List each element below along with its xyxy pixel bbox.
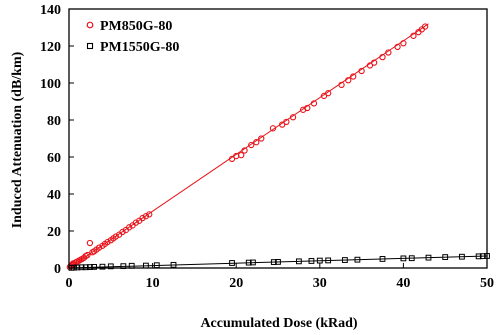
point-s0-13 (84, 251, 91, 259)
point-s0-41 (258, 135, 265, 142)
point-s1-7 (99, 263, 106, 270)
point-s0-50 (325, 90, 332, 97)
point-s0-37 (238, 151, 245, 159)
x-tick-label-5: 50 (480, 276, 494, 291)
y-tick-label-3: 60 (47, 151, 61, 166)
x-tick-label-1: 10 (146, 276, 160, 291)
point-s0-24 (112, 233, 119, 240)
point-s1-29 (442, 254, 449, 260)
point-s0-38 (241, 147, 248, 154)
point-s0-44 (283, 118, 290, 125)
point-s1-26 (400, 255, 407, 262)
axes (68, 8, 488, 269)
point-s0-21 (104, 238, 111, 246)
point-s1-13 (170, 261, 177, 268)
y-tick-label-2: 40 (47, 188, 61, 203)
point-s0-53 (350, 73, 357, 80)
point-s0-35 (228, 155, 236, 162)
point-s0-30 (132, 219, 140, 226)
legend: PM850G-80 PM1550G-80 (78, 12, 190, 58)
point-s0-59 (394, 43, 401, 51)
point-s0-42 (269, 125, 277, 132)
x-tick-label-2: 20 (229, 276, 243, 291)
point-s0-60 (400, 40, 407, 47)
point-s0-51 (338, 81, 345, 88)
point-s0-61 (410, 32, 417, 39)
point-s1-30 (459, 253, 465, 260)
y-tick-label-7: 140 (40, 3, 61, 18)
y-tick-label-0: 0 (54, 262, 61, 277)
x-axis-title: Accumulated Dose (kRad) (200, 316, 357, 331)
legend-entry-pm850g: PM850G-80 (86, 19, 172, 34)
point-s1-14 (229, 260, 235, 266)
x-tick-label-3: 30 (313, 276, 327, 291)
point-s0-43 (279, 121, 286, 128)
point-s0-64 (421, 23, 429, 30)
point-s1-23 (341, 257, 348, 263)
x-tick-label-4: 40 (396, 276, 410, 291)
point-s1-5 (87, 264, 93, 270)
point-s0-52 (345, 77, 352, 84)
y-axis-title: Induced Attenuation (dB/km) (10, 51, 25, 228)
point-s0-40 (253, 139, 260, 146)
legend-entry-pm1550g: PM1550G-80 (86, 40, 179, 55)
point-s1-20 (308, 258, 315, 264)
point-s0-18 (95, 244, 103, 251)
point-s1-19 (296, 258, 302, 265)
point-s0-54 (358, 67, 365, 75)
point-s0-55 (366, 62, 374, 69)
point-s0-47 (304, 104, 311, 112)
y-tick-label-1: 20 (47, 225, 61, 240)
point-s0-26 (119, 228, 126, 236)
legend-label-pm850g: PM850G-80 (100, 19, 172, 34)
point-s0-58 (385, 49, 392, 56)
point-s1-18 (275, 258, 281, 265)
point-s1-16 (250, 259, 256, 266)
legend-marker-pm1550g (86, 42, 94, 50)
point-s1-27 (408, 255, 415, 262)
point-s1-32 (479, 253, 486, 260)
legend-marker-pm850g (86, 21, 94, 29)
plot-frame (68, 8, 488, 269)
point-s0-49 (320, 92, 328, 100)
point-s0-33 (142, 213, 150, 220)
tick-labels: 0 10 20 30 40 50 0 20 40 60 80 100 120 140 (40, 3, 494, 291)
point-s0-48 (310, 100, 318, 107)
x-tick-label-0: 0 (66, 276, 73, 291)
point-s0-57 (379, 53, 386, 61)
point-s1-17 (270, 259, 277, 265)
point-s0-14 (86, 239, 94, 247)
point-s1-15 (245, 259, 252, 266)
point-s1-4 (82, 264, 89, 271)
data-points (66, 23, 490, 271)
y-tick-label-5: 100 (40, 77, 61, 92)
y-tick-label-6: 120 (40, 40, 61, 55)
point-s1-31 (475, 253, 482, 260)
point-s0-34 (146, 211, 153, 218)
point-s0-32 (139, 214, 146, 222)
point-s1-28 (425, 254, 432, 261)
fit-line-1 (68, 255, 488, 269)
point-s1-25 (379, 256, 386, 262)
legend-box (78, 12, 190, 58)
point-s1-8 (107, 263, 114, 270)
legend-label-pm1550g: PM1550G-80 (100, 40, 179, 55)
point-s0-39 (248, 141, 255, 149)
point-s0-56 (370, 59, 378, 66)
point-s1-6 (91, 263, 97, 270)
point-s0-28 (126, 224, 133, 231)
y-tick-label-4: 80 (47, 114, 61, 129)
point-s1-3 (78, 264, 85, 271)
point-s0-45 (289, 114, 297, 121)
point-s1-24 (354, 256, 361, 263)
point-s1-22 (325, 257, 332, 264)
